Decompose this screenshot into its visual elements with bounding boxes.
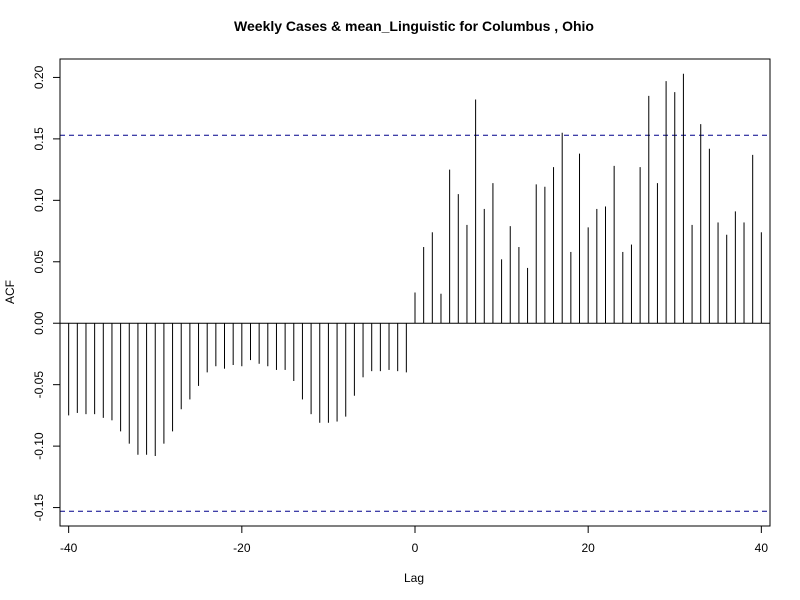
- y-tick-label: -0.15: [32, 494, 46, 522]
- y-tick-label: -0.10: [32, 432, 46, 460]
- y-tick-label: 0.20: [32, 65, 46, 89]
- x-tick-label: 0: [412, 541, 419, 555]
- y-tick-label: 0.10: [32, 188, 46, 212]
- y-axis-label: ACF: [3, 280, 17, 304]
- x-tick-label: -20: [233, 541, 251, 555]
- x-axis-label: Lag: [404, 571, 424, 585]
- x-tick-label: 20: [581, 541, 595, 555]
- y-axis: -0.15 -0.10 -0.05 0.00 0.05 0.10 0.15 0.20: [32, 65, 61, 522]
- y-tick-label: 0.15: [32, 127, 46, 151]
- y-tick-label: -0.05: [32, 371, 46, 399]
- x-axis: -40 -20 0 20 40: [60, 525, 769, 555]
- plot-area: [60, 73, 770, 512]
- y-tick-label: 0.00: [32, 311, 46, 335]
- chart-title: Weekly Cases & mean_Linguistic for Colum…: [234, 18, 594, 34]
- x-tick-label: -40: [60, 541, 78, 555]
- x-tick-label: 40: [755, 541, 769, 555]
- y-tick-label: 0.05: [32, 250, 46, 274]
